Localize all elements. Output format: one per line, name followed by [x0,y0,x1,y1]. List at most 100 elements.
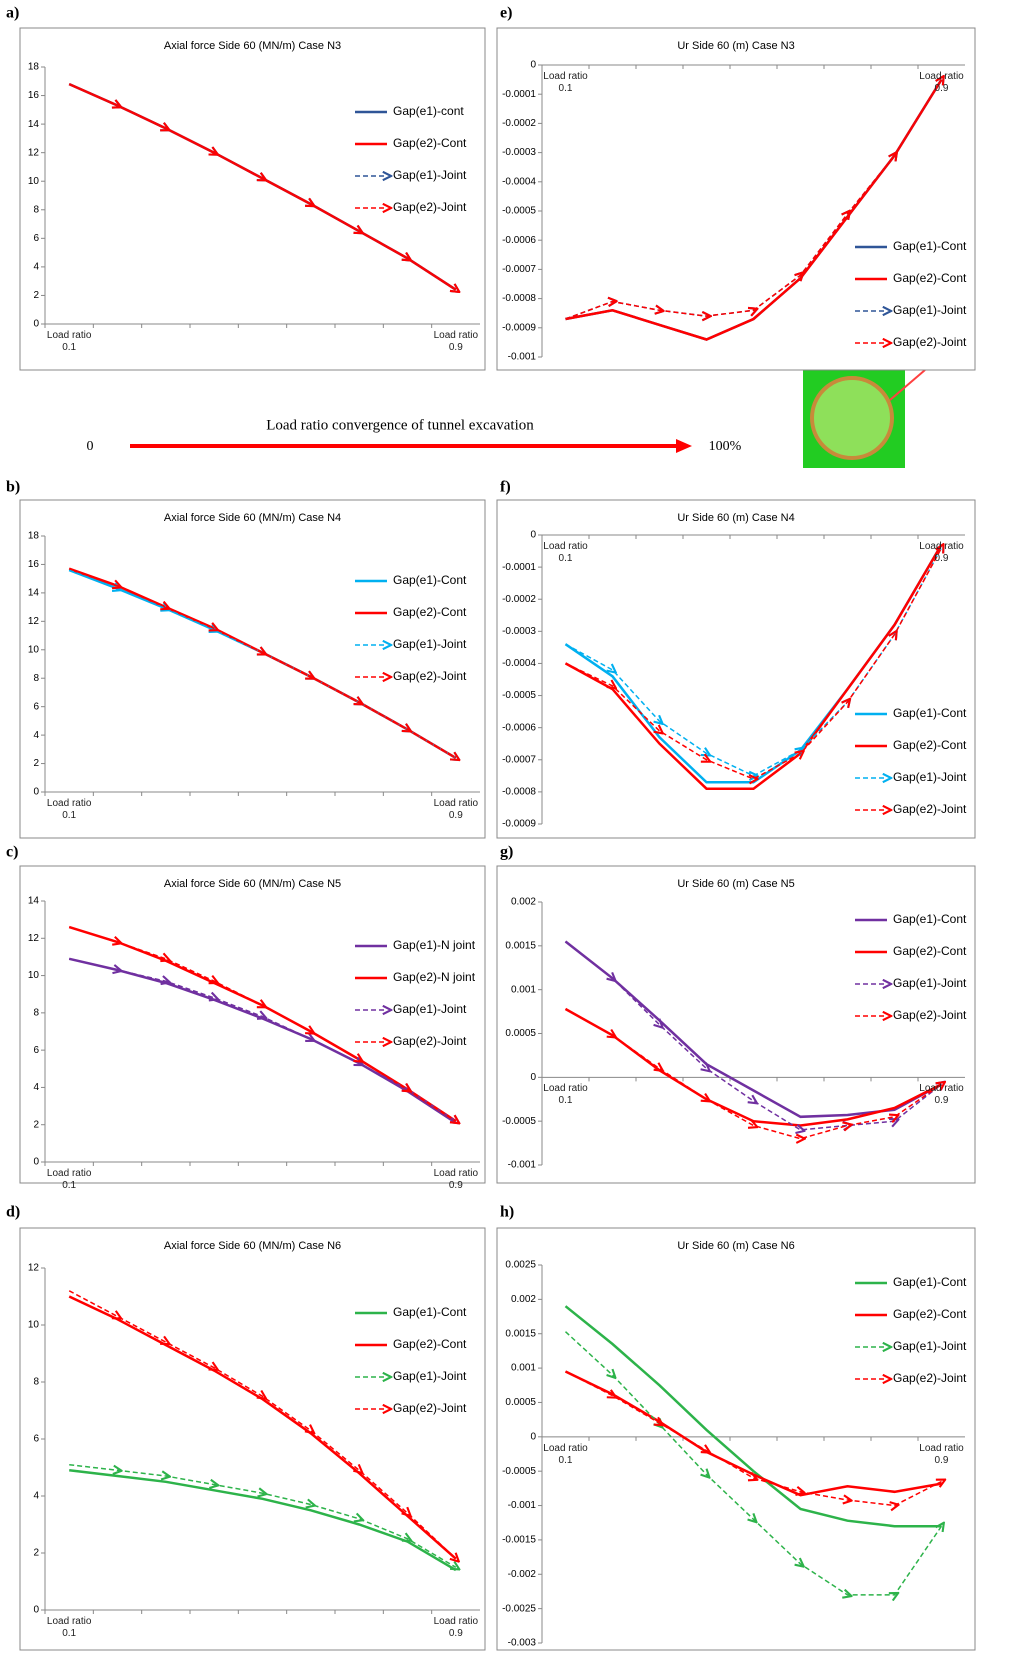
legend-label: Gap(e2)-Joint [393,200,467,214]
chart-title: Axial force Side 60 (MN/m) Case N6 [164,1240,341,1252]
y-tick-label: -0.0007 [502,754,536,765]
y-tick-label: -0.0002 [502,594,536,605]
y-tick-label: -0.0003 [502,626,536,637]
panel-label: c) [6,844,18,861]
y-tick-label: 2 [33,290,39,301]
y-tick-label: 4 [33,262,39,273]
panel-label: h) [500,1204,514,1221]
y-tick-label: -0.0002 [502,118,536,129]
y-tick-label: 0.001 [511,1363,536,1374]
y-tick-label: 0 [530,60,536,71]
y-tick-label: 0.002 [511,897,536,908]
y-tick-label: 6 [33,1434,39,1445]
y-tick-label: 10 [28,970,40,981]
y-tick-label: 14 [28,588,40,599]
legend-label: Gap(e2)-Joint [893,335,967,349]
chart-title: Axial force Side 60 (MN/m) Case N3 [164,40,341,52]
x-tick-label: Load ratio 0.9 [433,1616,479,1639]
y-tick-label: 0.002 [511,1294,536,1305]
chart-frame [496,1227,976,1651]
legend-label: Gap(e1)-Cont [393,573,467,587]
series-line [68,567,456,758]
y-tick-label: -0.0008 [502,293,536,304]
y-tick-label: 16 [28,559,40,570]
y-tick-label: 8 [33,1007,39,1018]
y-tick-label: -0.0006 [502,235,536,246]
y-tick-label: -0.0025 [502,1603,536,1614]
legend-label: Gap(e2)-Joint [893,1008,967,1022]
x-tick-label: Load ratio 0.1 [543,541,588,564]
y-tick-label: -0.0006 [502,722,536,733]
y-tick-label: 2 [33,758,39,769]
y-tick-label: 12 [28,1263,40,1274]
panel-label: g) [500,844,513,861]
y-tick-label: -0.0008 [502,787,536,798]
x-tick-label: Load ratio 0.9 [919,71,964,94]
y-tick-label: 18 [28,531,40,542]
legend-label: Gap(e2)-Joint [393,1034,467,1048]
y-tick-label: -0.0005 [502,206,536,217]
legend-label: Gap(e2)-Cont [893,1307,967,1321]
legend-label: Gap(e1)-Cont [893,239,967,253]
y-tick-label: 0.0005 [505,1397,536,1408]
y-tick-label: 8 [33,204,39,215]
y-tick-label: 12 [28,933,40,944]
chart-title: Ur Side 60 (m) Case N6 [677,1240,794,1252]
x-tick-label: Load ratio 0.1 [46,1616,92,1639]
legend-label: Gap(e1)-cont [393,104,464,118]
y-tick-label: 0 [530,530,536,541]
legend-label: Gap(e2)-Joint [393,1401,467,1415]
y-tick-label: -0.0015 [502,1535,536,1546]
legend-label: Gap(e2)-Cont [893,738,967,752]
x-tick-label: Load ratio 0.9 [919,1083,964,1107]
y-tick-label: 12 [28,616,40,627]
y-tick-label: -0.001 [508,1500,537,1511]
y-tick-label: 8 [33,1377,39,1388]
y-tick-label: -0.0005 [502,690,536,701]
y-tick-label: 6 [33,233,39,244]
legend-label: Gap(e1)-Cont [893,912,967,926]
tunnel-lining [810,376,894,460]
y-tick-label: -0.0001 [502,89,536,100]
y-tick-label: 6 [33,701,39,712]
legend-label: Gap(e2)-Joint [893,802,967,816]
series-line [68,83,456,290]
y-tick-label: 6 [33,1045,39,1056]
legend-label: Gap(e2)-Cont [893,944,967,958]
x-tick-label: Load ratio 0.9 [433,1168,479,1191]
x-tick-label: Load ratio 0.9 [433,330,479,353]
panel-label: d) [6,1204,20,1221]
y-tick-label: -0.0004 [502,658,536,669]
legend-label: Gap(e1)-Joint [893,303,967,317]
x-tick-label: Load ratio 0.1 [46,798,92,821]
y-tick-label: 4 [33,730,39,741]
legend-label: Gap(e1)-Joint [393,1369,467,1383]
y-tick-label: 0.001 [511,984,536,995]
legend-label: Gap(e1)-Cont [893,706,967,720]
legend-label: Gap(e2)-Joint [393,669,467,683]
chart-title: Axial force Side 60 (MN/m) Case N4 [164,512,341,524]
y-tick-label: 16 [28,90,40,101]
y-tick-label: 0 [33,319,39,330]
y-tick-label: 0 [530,1431,536,1442]
y-tick-label: -0.001 [508,352,537,363]
y-tick-label: 4 [33,1491,39,1502]
y-tick-label: 10 [28,176,40,187]
y-tick-label: -0.0005 [502,1116,536,1127]
legend-label: Gap(e1)-Cont [393,1305,467,1319]
y-tick-label: 0 [33,1157,39,1168]
y-tick-label: 14 [28,119,40,130]
y-tick-label: -0.001 [508,1160,537,1171]
y-tick-label: 2 [33,1119,39,1130]
y-tick-label: -0.0009 [502,819,536,830]
y-tick-label: 0.0015 [505,1328,536,1339]
pointer [889,369,926,401]
legend-label: Gap(e2)-Cont [893,271,967,285]
legend-label: Gap(e1)-Cont [893,1275,967,1289]
chart-title: Ur Side 60 (m) Case N5 [677,878,794,890]
y-tick-label: 0 [530,1072,536,1083]
y-tick-label: -0.003 [508,1638,537,1649]
chart-title: Axial force Side 60 (MN/m) Case N5 [164,878,341,890]
series-line [565,548,942,779]
